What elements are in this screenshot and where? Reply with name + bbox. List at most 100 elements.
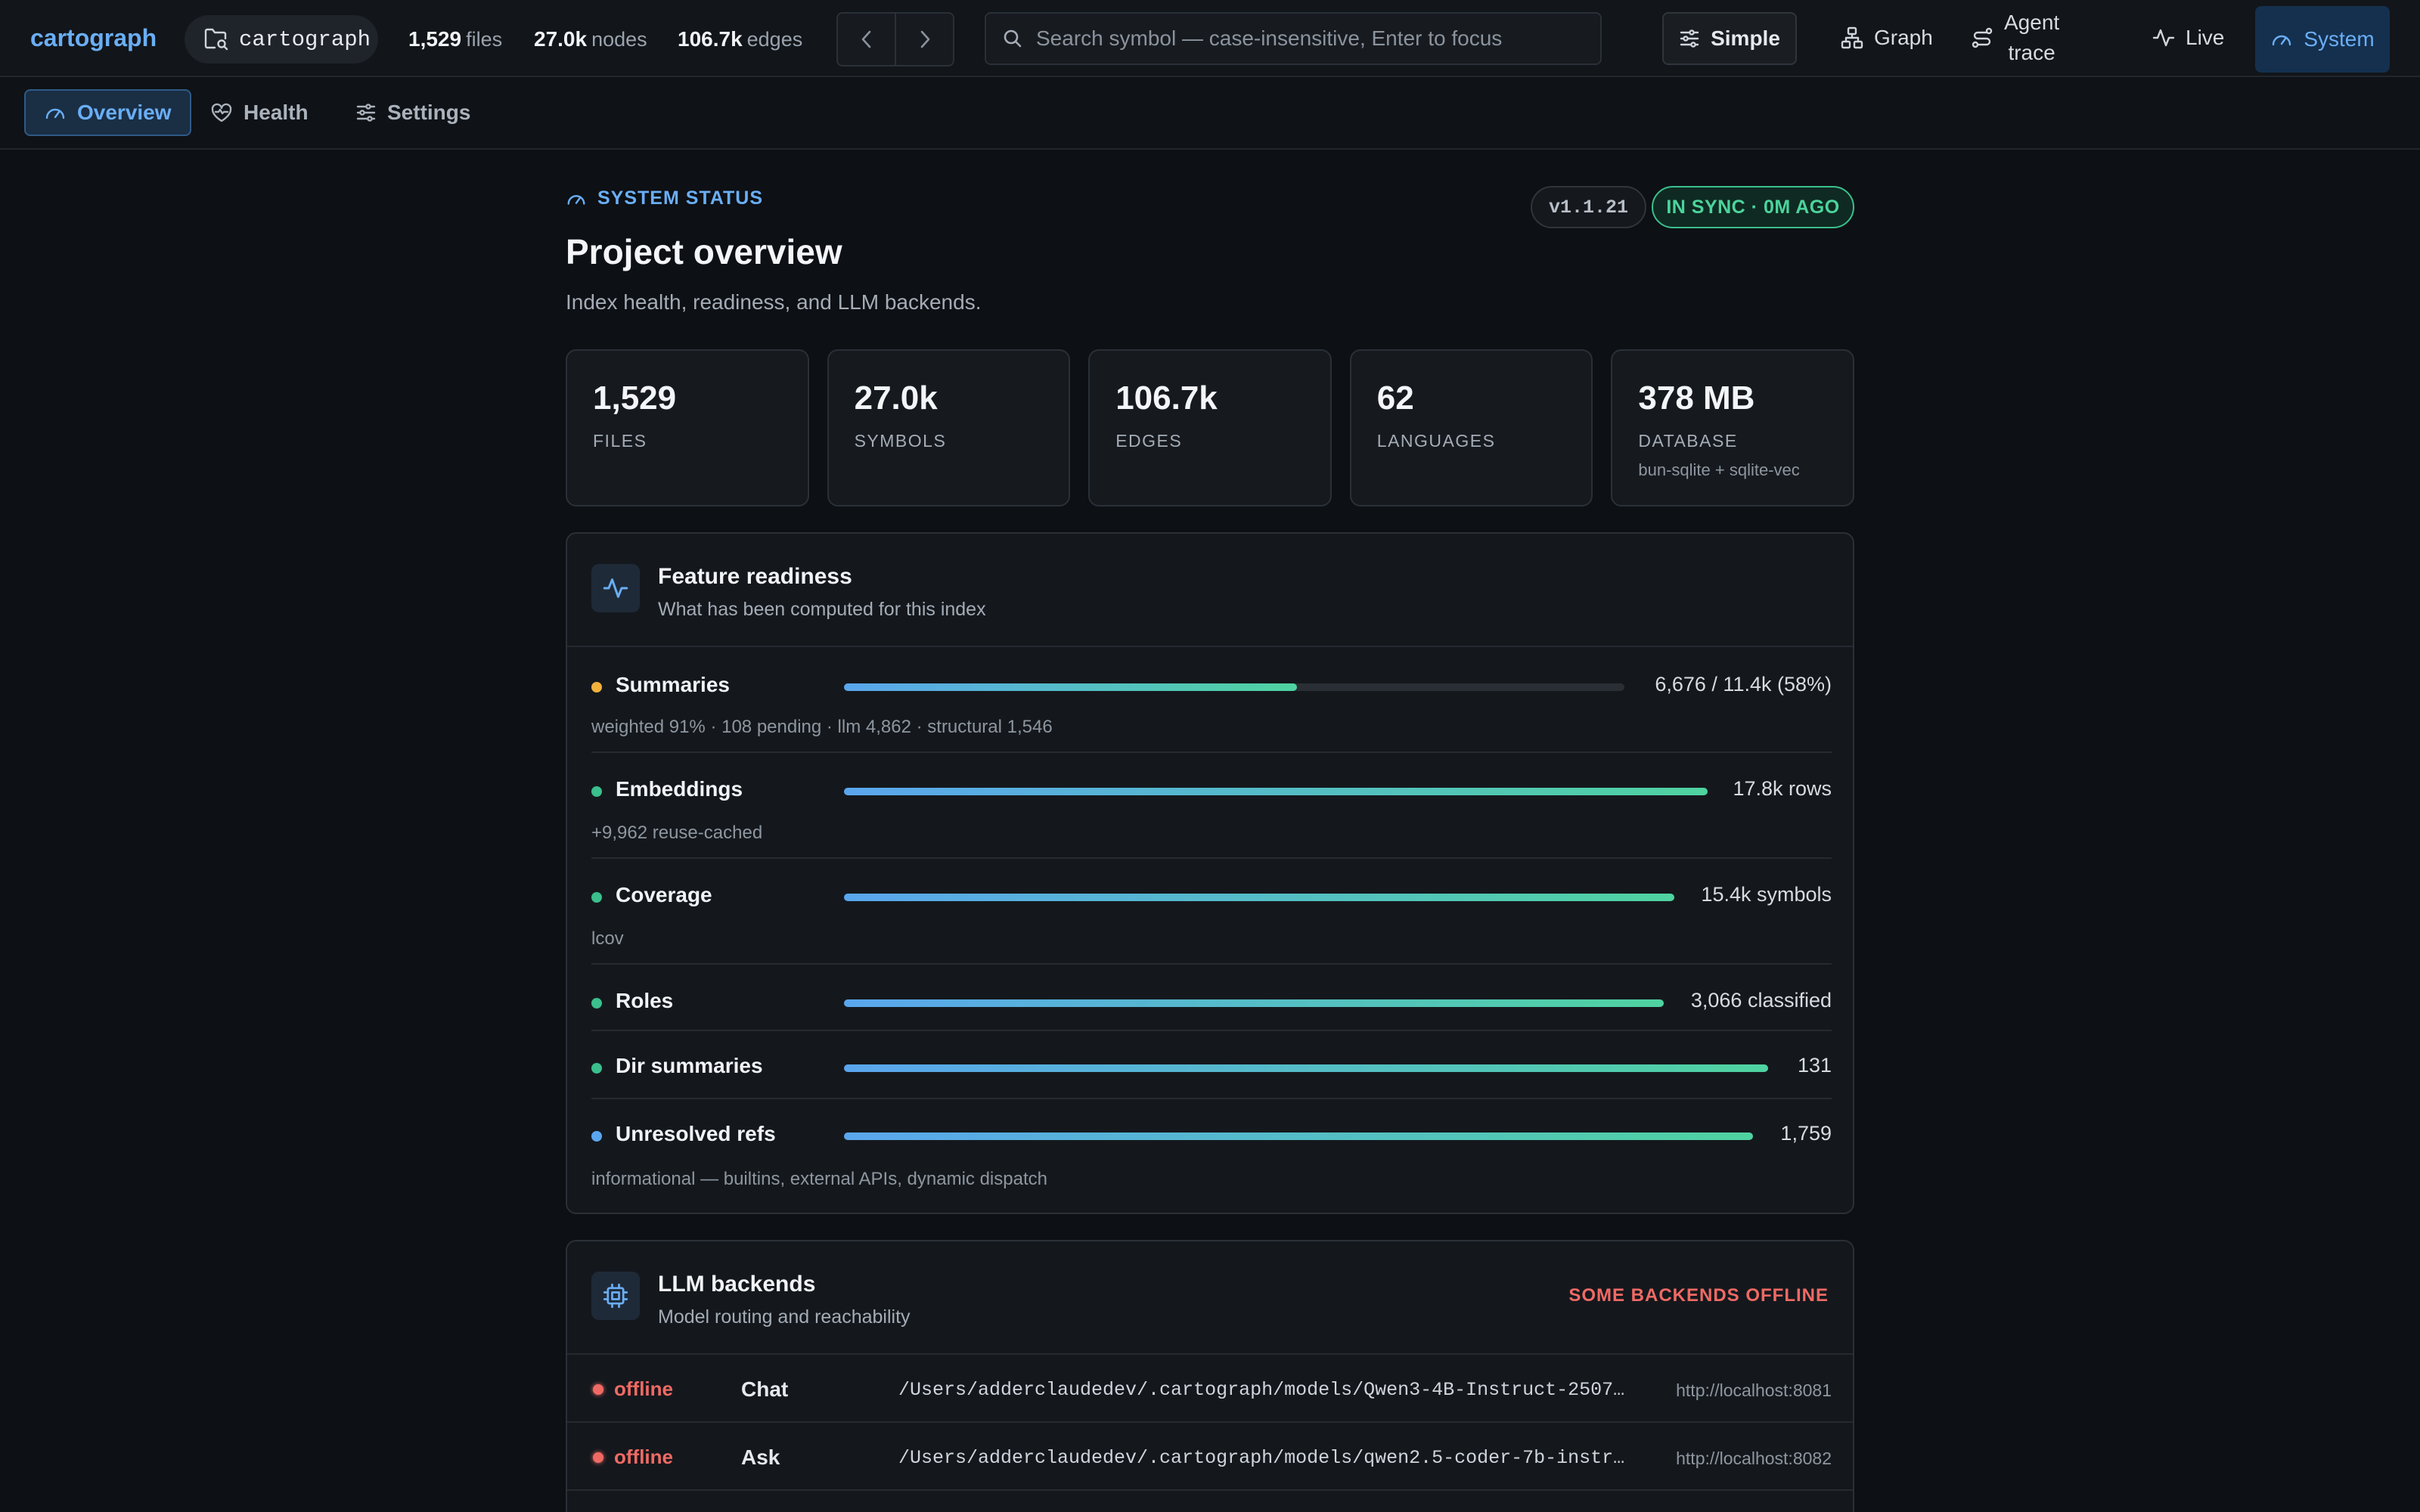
progress-track	[844, 1132, 1753, 1140]
back-button[interactable]	[838, 14, 895, 65]
search-input[interactable]	[1036, 26, 1600, 51]
readiness-row-dir-summaries: Dir summaries 131	[591, 1031, 1832, 1099]
nav-agent-trace[interactable]: Agent trace	[1971, 0, 2059, 76]
progress-track	[844, 999, 1664, 1007]
page-subtitle: Index health, readiness, and LLM backend…	[566, 290, 982, 314]
tab-health[interactable]: Health	[192, 89, 327, 136]
backend-url: http://localhost:8081	[1676, 1380, 1832, 1400]
nav-graph[interactable]: Graph	[1841, 0, 1933, 76]
tab-settings[interactable]: Settings	[337, 89, 489, 136]
search-icon	[1003, 29, 1022, 48]
stat-cards: 1,529 FILES 27.0k SYMBOLS 106.7k EDGES 62 LA…	[566, 349, 1854, 507]
feature-readiness-subtitle: What has been computed for this index	[658, 599, 986, 620]
activity-icon	[591, 564, 640, 612]
llm-backends-card: LLM backends Model routing and reachabil…	[566, 1240, 1854, 1512]
backends-status-tag: SOME BACKENDS OFFLINE	[1568, 1285, 1829, 1306]
status-dot	[591, 892, 602, 903]
readiness-row-embeddings: Embeddings 17.8k rows +9,962 reuse-cache…	[591, 753, 1832, 859]
status-dot	[591, 682, 602, 692]
project-name: cartograph	[239, 26, 371, 52]
top-bar: cartograph cartograph 1,529 files 27.0k no…	[0, 0, 2420, 77]
forward-button[interactable]	[895, 14, 953, 65]
feature-readiness-header: Feature readiness What has been computed…	[567, 534, 1853, 647]
sliders-icon	[355, 102, 377, 123]
status-dot	[593, 1452, 603, 1463]
sub-tabs: Overview Health Settings	[0, 77, 2420, 150]
progress-track	[844, 894, 1674, 901]
folder-search-icon	[204, 28, 228, 51]
backend-role: Ask	[741, 1445, 780, 1469]
nav-system[interactable]: System	[2255, 6, 2390, 73]
llm-backends-subtitle: Model routing and reachability	[658, 1306, 911, 1328]
feature-readiness-card: Feature readiness What has been computed…	[566, 532, 1854, 1214]
sliders-icon	[1679, 28, 1700, 49]
progress-fill	[844, 1064, 1768, 1072]
readiness-row-roles: Roles 3,066 classified	[591, 965, 1832, 1031]
status-dot	[591, 998, 602, 1009]
progress-fill	[844, 894, 1674, 901]
graph-icon	[1841, 26, 1863, 49]
edges-stat: 106.7k edges	[678, 27, 803, 51]
tab-health-label: Health	[244, 101, 309, 124]
progress-fill	[844, 788, 1708, 795]
backend-status: offline	[614, 1377, 673, 1400]
readiness-row-unresolved-refs: Unresolved refs 1,759 informational — bu…	[591, 1122, 1832, 1189]
nodes-stat: 27.0k nodes	[534, 27, 647, 51]
stat-card-edges: 106.7k EDGES	[1088, 349, 1332, 507]
nav-live-label: Live	[2186, 26, 2225, 49]
cpu-icon	[591, 1272, 640, 1320]
heart-pulse-icon	[210, 102, 233, 123]
stat-card-files: 1,529 FILES	[566, 349, 809, 507]
progress-track	[844, 1064, 1768, 1072]
stat-card-languages: 62 LANGUAGES	[1349, 349, 1593, 507]
progress-fill	[844, 999, 1664, 1007]
backend-model-path: /Users/adderclaudedev/.cartograph/models…	[898, 1447, 1632, 1469]
tab-overview[interactable]: Overview	[24, 89, 191, 136]
readiness-row-coverage: Coverage 15.4k symbols lcov	[591, 859, 1832, 965]
progress-fill	[844, 683, 1297, 691]
route-icon	[1971, 26, 1993, 49]
backend-row-ask[interactable]: offline Ask /Users/adderclaudedev/.carto…	[567, 1423, 1853, 1491]
stat-card-database: 378 MB DATABASE bun-sqlite + sqlite-vec	[1611, 349, 1854, 507]
chevron-right-icon	[918, 29, 932, 49]
status-dot	[591, 1063, 602, 1074]
version-badge: v1.1.21	[1531, 186, 1647, 228]
gauge-icon	[2270, 28, 2293, 51]
progress-track	[844, 683, 1624, 691]
gauge-icon	[566, 188, 587, 209]
backend-role: Chat	[741, 1377, 789, 1401]
database-engine-note: bun-sqlite + sqlite-vec	[1638, 460, 1800, 479]
stat-card-symbols: 27.0k SYMBOLS	[827, 349, 1071, 507]
files-stat: 1,529 files	[408, 27, 503, 51]
status-dot	[593, 1384, 603, 1395]
nav-system-label: System	[2304, 27, 2375, 51]
simple-mode-button[interactable]: Simple	[1662, 12, 1797, 65]
feature-readiness-title: Feature readiness	[658, 564, 852, 589]
backend-row-chat[interactable]: offline Chat /Users/adderclaudedev/.cart…	[567, 1355, 1853, 1423]
llm-backends-header: LLM backends Model routing and reachabil…	[567, 1241, 1853, 1355]
progress-track	[844, 788, 1708, 795]
history-nav	[836, 12, 954, 67]
progress-fill	[844, 1132, 1753, 1140]
backend-url: http://localhost:8082	[1676, 1448, 1832, 1468]
status-dot	[591, 1131, 602, 1142]
system-status-eyebrow: SYSTEM STATUS	[566, 187, 763, 209]
backend-status: offline	[614, 1445, 673, 1468]
readiness-row-summaries: Summaries 6,676 / 11.4k (58%) weighted 9…	[591, 647, 1832, 753]
tab-settings-label: Settings	[387, 101, 471, 124]
gauge-icon	[44, 101, 67, 124]
simple-label: Simple	[1711, 26, 1780, 50]
activity-icon	[2152, 26, 2175, 49]
status-dot	[591, 786, 602, 797]
backend-model-path: /Users/adderclaudedev/.cartograph/models…	[898, 1379, 1632, 1401]
nav-agent-trace-label: Agent trace	[2004, 11, 2060, 64]
chevron-left-icon	[860, 29, 873, 49]
app-brand[interactable]: cartograph	[30, 24, 157, 51]
llm-backends-title: LLM backends	[658, 1272, 816, 1297]
tab-overview-label: Overview	[77, 101, 172, 124]
symbol-search	[985, 12, 1602, 65]
project-selector[interactable]: cartograph	[185, 15, 378, 64]
nav-live[interactable]: Live	[2152, 0, 2224, 76]
sync-status-badge: IN SYNC · 0M AGO	[1652, 186, 1854, 228]
nav-graph-label: Graph	[1874, 26, 1933, 49]
